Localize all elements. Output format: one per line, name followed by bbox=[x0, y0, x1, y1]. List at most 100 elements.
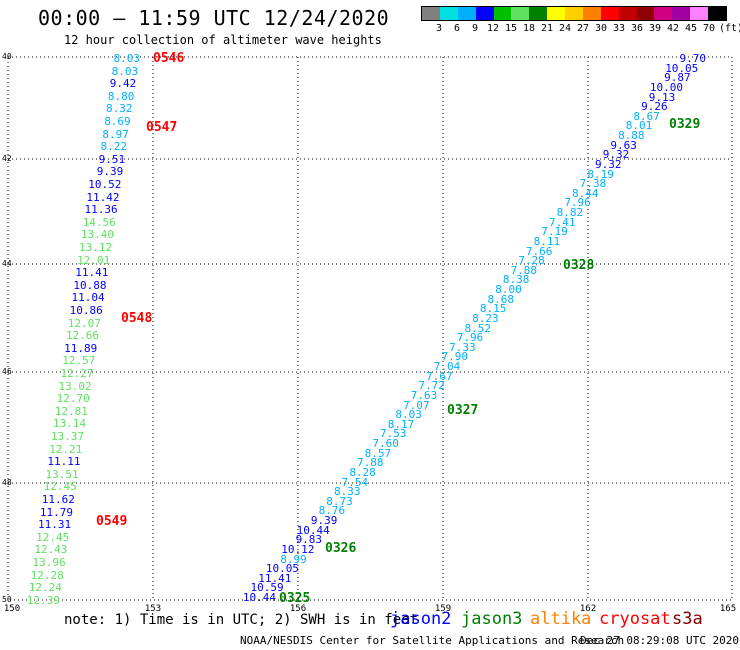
track-b-value: 9.87 bbox=[664, 71, 691, 85]
track-b-value: 7.88 bbox=[510, 263, 538, 277]
colorbar-tick-label: (ft) bbox=[718, 23, 740, 34]
orbit-label: 0328 bbox=[563, 258, 595, 273]
track-b-value: 10.44 bbox=[296, 523, 330, 537]
colorbar-swatch bbox=[565, 7, 583, 20]
track-b-value: 8.33 bbox=[333, 485, 361, 499]
credit-text: NOAA/NESDIS Center for Satellite Applica… bbox=[240, 634, 625, 647]
colorbar-tick-label: 9 bbox=[471, 23, 479, 34]
longitude-label: 156 bbox=[289, 604, 307, 614]
track-a-value: 8.69 bbox=[104, 115, 131, 128]
track-b-value: 7.72 bbox=[418, 379, 445, 393]
satellite-legend-s3a: s3a bbox=[672, 609, 703, 629]
orbit-label: 0546 bbox=[153, 51, 185, 66]
track-b-value: 8.82 bbox=[556, 206, 584, 219]
colorbar-tick-label: 45 bbox=[684, 23, 698, 34]
track-a-value: 12.81 bbox=[54, 404, 88, 418]
track-a-value: 13.40 bbox=[80, 228, 114, 242]
orbit-label: 0326 bbox=[325, 541, 357, 556]
generation-timestamp: Dec 27 08:29:08 UTC 2020 bbox=[580, 634, 739, 647]
colorbar-swatch bbox=[600, 7, 619, 20]
satellite-legend-jason2: jason2 bbox=[390, 609, 452, 629]
latitude-label: 40 bbox=[2, 52, 12, 61]
page-subtitle: 12 hour collection of altimeter wave hei… bbox=[64, 33, 382, 47]
colorbar-swatch bbox=[493, 7, 512, 20]
track-a-value: 11.89 bbox=[64, 341, 98, 355]
track-b-value: 10.44 bbox=[242, 591, 276, 604]
track-a-value: 11.31 bbox=[38, 518, 72, 532]
colorbar-tick-label: 6 bbox=[453, 23, 461, 34]
orbit-label: 0548 bbox=[121, 311, 153, 326]
track-b-value: 7.60 bbox=[372, 437, 399, 450]
colorbar-swatch bbox=[672, 7, 691, 20]
track-a-value: 11.11 bbox=[47, 455, 81, 469]
track-b-value: 8.67 bbox=[633, 109, 660, 123]
track-b-value: 8.00 bbox=[495, 283, 522, 296]
track-a-value: 8.97 bbox=[102, 127, 129, 141]
colorbar-swatch bbox=[457, 7, 476, 20]
track-b-value: 7.04 bbox=[433, 360, 461, 373]
track-a-value: 11.42 bbox=[86, 190, 120, 204]
longitude-label: 150 bbox=[3, 604, 21, 614]
track-a-value: 14.56 bbox=[82, 215, 116, 229]
track-b-value: 8.44 bbox=[572, 186, 599, 200]
track-a-value: 11.41 bbox=[75, 266, 109, 280]
track-b-value: 9.39 bbox=[310, 514, 338, 527]
track-b-value: 7.38 bbox=[579, 177, 607, 191]
orbit-label: 0329 bbox=[669, 117, 701, 132]
colorbar-swatch bbox=[475, 7, 494, 20]
track-a-value: 8.80 bbox=[107, 89, 135, 103]
track-b-value: 8.88 bbox=[618, 129, 645, 142]
colorbar-tick-label: 33 bbox=[612, 23, 626, 34]
colorbar-tick-label: 24 bbox=[558, 23, 572, 34]
colorbar-swatch bbox=[582, 7, 601, 20]
track-b-value: 7.33 bbox=[449, 340, 476, 354]
track-b-value: 8.19 bbox=[587, 167, 614, 181]
track-b-value: 7.66 bbox=[525, 244, 553, 258]
longitude-label: 162 bbox=[579, 604, 597, 614]
colorbar-swatch bbox=[511, 7, 530, 20]
colorbar-tick-label: 21 bbox=[540, 23, 554, 34]
orbit-label: 0325 bbox=[279, 591, 311, 606]
track-b-value: 11.41 bbox=[258, 571, 292, 585]
track-a-value: 10.52 bbox=[88, 178, 122, 191]
map-border bbox=[7, 56, 733, 601]
latitude-label: 48 bbox=[2, 478, 12, 487]
page-title: 00:00 – 11:59 UTC 12/24/2020 bbox=[38, 6, 390, 30]
satellite-legend-cryosat: cryosat bbox=[599, 609, 671, 629]
latitude-label: 42 bbox=[2, 154, 12, 163]
track-b-value: 10.05 bbox=[265, 562, 300, 576]
track-a-value: 12.57 bbox=[62, 354, 96, 368]
track-b-value: 9.32 bbox=[595, 157, 622, 171]
track-a-value: 12.27 bbox=[60, 367, 94, 380]
wave-height-colorbar bbox=[421, 6, 727, 21]
track-a-value: 10.86 bbox=[69, 304, 103, 317]
colorbar-swatch bbox=[422, 7, 440, 20]
satellite-legend-altika: altika bbox=[530, 609, 592, 629]
latitude-label: 50 bbox=[2, 595, 12, 604]
track-b-value: 10.00 bbox=[649, 80, 683, 94]
track-a-value: 12.45 bbox=[43, 480, 77, 494]
track-a-value: 8.32 bbox=[106, 102, 133, 116]
colorbar-swatch bbox=[618, 7, 637, 20]
colorbar-swatch bbox=[636, 7, 655, 20]
colorbar-tick-label: 3 bbox=[435, 23, 443, 34]
track-a-value: 8.03 bbox=[111, 64, 139, 78]
colorbar-tick-label: 70 bbox=[702, 23, 716, 34]
track-a-value: 12.28 bbox=[30, 568, 64, 582]
colorbar-swatch bbox=[654, 7, 673, 20]
track-a-value: 11.36 bbox=[84, 203, 118, 217]
colorbar-tick-label: 15 bbox=[504, 23, 518, 34]
orbit-label: 0547 bbox=[146, 120, 178, 135]
track-a-value: 9.42 bbox=[109, 77, 137, 91]
track-b-value: 8.03 bbox=[395, 408, 422, 422]
track-b-value: 10.05 bbox=[665, 61, 699, 75]
track-a-value: 12.24 bbox=[28, 581, 62, 595]
colorbar-tick-label: 39 bbox=[648, 23, 662, 34]
track-b-value: 7.53 bbox=[380, 427, 407, 441]
colorbar-tick-label: 18 bbox=[522, 23, 536, 34]
track-b-value: 7.96 bbox=[564, 196, 591, 210]
track-b-value: 8.99 bbox=[280, 552, 307, 566]
track-a-value: 12.66 bbox=[65, 329, 100, 343]
track-b-value: 7.67 bbox=[426, 369, 453, 383]
